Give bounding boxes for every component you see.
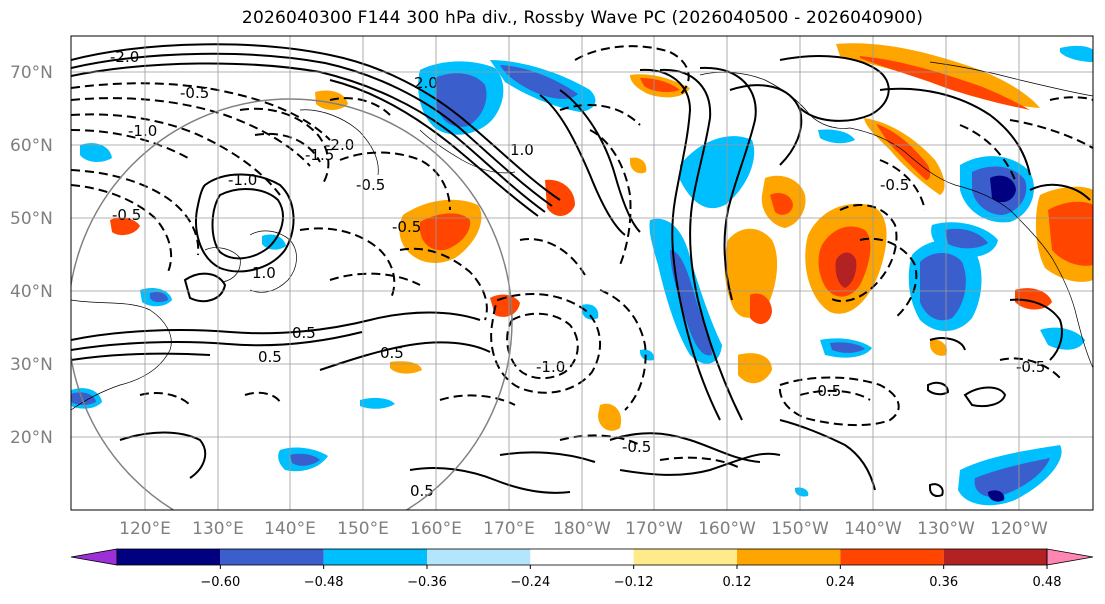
- lon-label: 180°W: [553, 519, 611, 539]
- contour-label: -0.5: [356, 176, 385, 194]
- contour-label: -1.0: [128, 122, 157, 140]
- colorbar-tick-label: −0.12: [614, 575, 654, 590]
- latitude-axis: 70°N 60°N 50°N 40°N 30°N 20°N: [10, 63, 53, 448]
- contour-label: -0.5: [392, 218, 421, 236]
- longitude-axis: 120°E 130°E 140°E 150°E 160°E 170°E 180°…: [119, 519, 1048, 539]
- colorbar-frame: [116, 548, 1048, 566]
- colorbar-segment: [840, 549, 944, 565]
- colorbar-tick-label: 0.12: [723, 575, 752, 590]
- coastline-layer: [71, 61, 1093, 411]
- contour-label: 0.5: [380, 344, 404, 362]
- contour-label: -0.5: [622, 438, 651, 456]
- divergence-fill-layer: [71, 43, 1093, 506]
- contour-layer: [71, 43, 1091, 498]
- lon-label: 120°E: [119, 519, 171, 539]
- colorbar-tick-label: −0.36: [407, 575, 447, 590]
- colorbar-segment: [117, 549, 221, 565]
- contour-label: 2.0: [414, 74, 438, 92]
- lat-label-70n: 70°N: [10, 63, 53, 83]
- colorbar-tick-label: 0.36: [929, 575, 958, 590]
- lon-label: 170°E: [483, 519, 535, 539]
- lon-label: 150°E: [337, 519, 389, 539]
- contour-label: -0.5: [880, 176, 909, 194]
- colorbar-segment: [220, 549, 324, 565]
- contour-label: -0.5: [1016, 358, 1045, 376]
- lon-label: 160°E: [410, 519, 462, 539]
- contour-label: -0.5: [112, 206, 141, 224]
- contour-layer-dashed: [71, 45, 1093, 469]
- lon-label: 140°W: [844, 519, 902, 539]
- graticule: [71, 36, 1093, 510]
- contour-label: 1.0: [252, 264, 276, 282]
- lon-label: 130°E: [192, 519, 244, 539]
- contour-label: 0.5: [410, 482, 434, 500]
- map-title: 2026040300 F144 300 hPa div., Rossby Wav…: [241, 8, 924, 28]
- colorbar-segment: [323, 549, 427, 565]
- colorbar-tick-label: 0.48: [1033, 575, 1062, 590]
- colorbar-segment: [737, 549, 841, 565]
- contour-label: -0.5: [180, 84, 209, 102]
- lon-label: 120°W: [990, 519, 1048, 539]
- colorbar-tick-label: −0.24: [510, 575, 550, 590]
- contour-label: -1.0: [228, 171, 257, 189]
- contour-label: 0.5: [292, 324, 316, 342]
- contour-label: -0.5: [812, 382, 841, 400]
- lon-label: 150°W: [771, 519, 829, 539]
- contour-labels: -2.0 2.0 -0.5 -1.0 -1.5 -2.0 -0.5 1.0 -0…: [110, 48, 1045, 500]
- lon-label: 130°W: [917, 519, 975, 539]
- colorbar-segment: [943, 549, 1047, 565]
- contour-label: -1.5: [305, 146, 334, 164]
- colorbar-segment: [530, 549, 634, 565]
- contour-label: 1.0: [510, 141, 534, 159]
- lat-label-30n: 30°N: [10, 355, 53, 375]
- colorbar-segment: [633, 549, 737, 565]
- colorbar-tick-label: −0.60: [200, 575, 240, 590]
- lat-label-40n: 40°N: [10, 282, 53, 302]
- map-frame: [70, 35, 1094, 511]
- colorbar-tick-label: 0.24: [826, 575, 855, 590]
- contour-label: -1.0: [536, 358, 565, 376]
- lon-label: 160°W: [698, 519, 756, 539]
- colorbar-segment: [427, 549, 531, 565]
- lat-label-50n: 50°N: [10, 209, 53, 229]
- colorbar: −0.60 −0.48 −0.36 −0.24 −0.12 0.12 0.24 0.36 0.4…: [70, 548, 1094, 590]
- colorbar-tick-label: −0.48: [304, 575, 344, 590]
- lon-label: 170°W: [625, 519, 683, 539]
- lat-label-60n: 60°N: [10, 136, 53, 156]
- colorbar-extend-high: [1046, 548, 1094, 566]
- lon-label: 140°E: [264, 519, 316, 539]
- lat-label-20n: 20°N: [10, 428, 53, 448]
- colorbar-extend-low: [70, 548, 118, 566]
- contour-label: 0.5: [258, 348, 282, 366]
- contour-label: -2.0: [110, 48, 139, 66]
